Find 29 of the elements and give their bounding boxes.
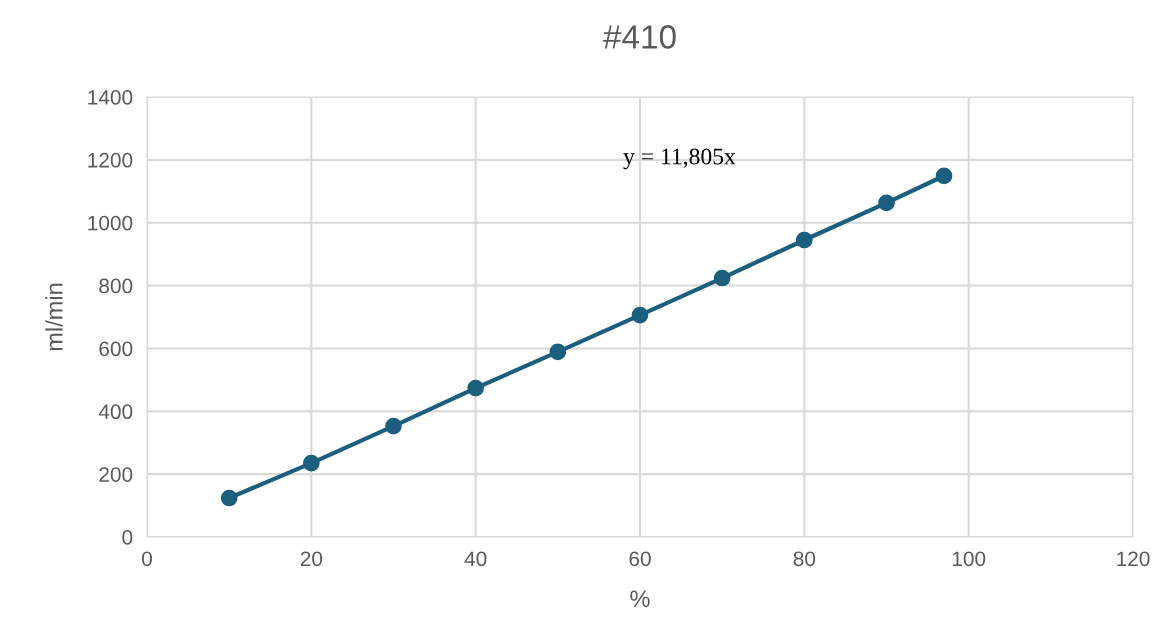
point	[385, 417, 402, 435]
y-tick-label: 1000	[88, 215, 133, 231]
x-tick-label: 0	[142, 551, 152, 567]
point	[631, 306, 649, 324]
point	[935, 167, 953, 185]
y-axis-title: ml/min	[45, 283, 63, 351]
chart-title: #410	[603, 25, 676, 49]
point	[220, 489, 238, 507]
y-tick-label: 1400	[88, 90, 133, 105]
point	[713, 269, 731, 287]
point	[302, 454, 320, 472]
y-tick-label: 1200	[88, 152, 133, 168]
y-tick-label: 600	[99, 341, 133, 357]
x-tick-label: 60	[629, 551, 651, 567]
x-tick-label: 40	[464, 551, 487, 567]
point	[549, 343, 567, 361]
x-tick-label: 120	[1117, 551, 1150, 567]
x-tick-label: 20	[300, 551, 323, 567]
point	[795, 231, 813, 249]
y-tick-label: 800	[99, 278, 133, 294]
y-tick-label: 200	[99, 467, 133, 482]
annotation: y = 11,805x	[623, 148, 736, 170]
x-axis-title: %	[630, 590, 650, 607]
x-tick-label: 100	[952, 551, 986, 567]
point	[878, 194, 895, 212]
y-tick-label: 0	[122, 530, 133, 545]
point	[467, 379, 485, 397]
x-tick-label: 80	[793, 551, 816, 567]
y-tick-label: 400	[98, 404, 133, 420]
